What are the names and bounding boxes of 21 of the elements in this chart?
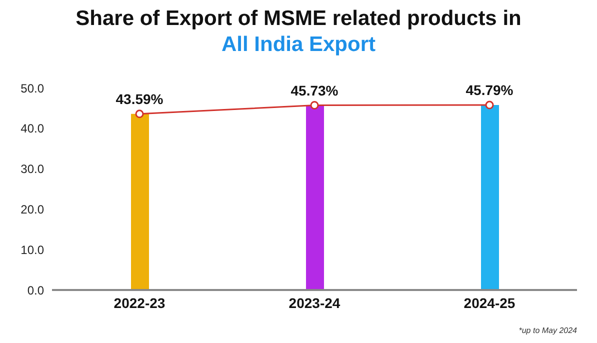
bar xyxy=(131,114,149,290)
chart-title: Share of Export of MSME related products in xyxy=(74,6,522,32)
x-tick-label: 2023-24 xyxy=(288,294,340,311)
data-label: 45.79% xyxy=(466,82,514,98)
point xyxy=(135,110,144,118)
y-tick-label: 50.0 xyxy=(20,81,44,96)
bar xyxy=(306,105,324,290)
y-tick-label: 40.0 xyxy=(20,122,44,136)
chart-subtitle: All India Export xyxy=(220,32,376,58)
y-tick-label: 0.0 xyxy=(27,283,44,298)
y-tick-label: 30.0 xyxy=(20,162,44,176)
y-tick-label: 20.0 xyxy=(20,202,44,216)
point xyxy=(310,101,319,110)
x-tick-label: 2024-25 xyxy=(464,294,516,311)
text: *up to May 2024 xyxy=(518,326,577,335)
data-label: 45.73% xyxy=(290,82,339,98)
point xyxy=(485,100,494,110)
data-label: 43.59% xyxy=(116,90,164,107)
bar xyxy=(481,105,499,290)
y-tick-label: 10.0 xyxy=(20,242,44,257)
x-tick-label: 2022-23 xyxy=(114,294,166,311)
